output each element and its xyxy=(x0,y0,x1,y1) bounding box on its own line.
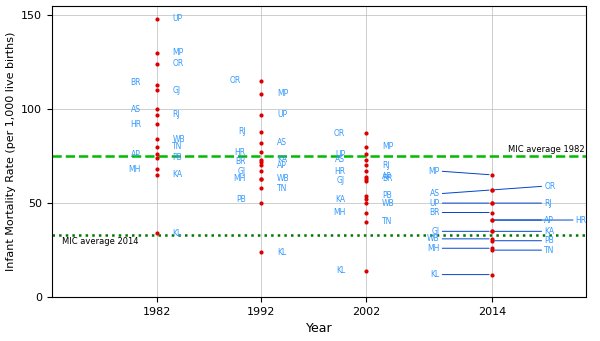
Text: TN: TN xyxy=(277,183,287,193)
Text: PB: PB xyxy=(172,153,182,162)
Text: MH: MH xyxy=(333,208,345,217)
Text: RJ: RJ xyxy=(382,161,389,170)
Text: AS: AS xyxy=(131,105,141,114)
Text: OR: OR xyxy=(229,76,241,85)
X-axis label: Year: Year xyxy=(306,323,332,336)
Text: KA: KA xyxy=(335,195,345,204)
Text: PB: PB xyxy=(544,236,554,245)
Text: MP: MP xyxy=(382,142,393,151)
Text: KA: KA xyxy=(172,170,182,179)
Text: BR: BR xyxy=(429,208,440,217)
Text: UP: UP xyxy=(172,14,182,23)
Text: HR: HR xyxy=(576,216,587,224)
Text: WB: WB xyxy=(427,234,440,243)
Text: HR: HR xyxy=(235,148,245,157)
Text: GJ: GJ xyxy=(337,176,345,185)
Text: MIC average 1982: MIC average 1982 xyxy=(508,145,584,154)
Text: PB: PB xyxy=(382,191,392,200)
Text: HR: HR xyxy=(334,167,345,176)
Text: WB: WB xyxy=(382,198,395,208)
Text: MH: MH xyxy=(427,244,440,253)
Text: RJ: RJ xyxy=(544,198,552,208)
Text: UP: UP xyxy=(277,110,287,119)
Text: RJ: RJ xyxy=(172,110,180,119)
Y-axis label: Infant Mortality Rate (per 1,000 live births): Infant Mortality Rate (per 1,000 live bi… xyxy=(5,32,16,271)
Text: TN: TN xyxy=(172,142,183,151)
Text: OR: OR xyxy=(172,59,184,69)
Text: MIC average 2014: MIC average 2014 xyxy=(62,237,139,246)
Text: PB: PB xyxy=(236,195,245,204)
Text: TN: TN xyxy=(544,246,554,255)
Text: KA: KA xyxy=(544,227,554,236)
Text: GJ: GJ xyxy=(172,86,181,95)
Text: OR: OR xyxy=(544,182,556,191)
Text: AS: AS xyxy=(335,155,345,164)
Text: BR: BR xyxy=(130,78,141,87)
Text: UP: UP xyxy=(430,198,440,208)
Text: MP: MP xyxy=(428,167,440,176)
Text: MP: MP xyxy=(172,48,184,57)
Text: OR: OR xyxy=(334,129,345,138)
Text: MP: MP xyxy=(277,89,289,99)
Text: TN: TN xyxy=(382,218,392,226)
Text: AP: AP xyxy=(277,161,287,170)
Text: AS: AS xyxy=(277,138,287,147)
Text: KL: KL xyxy=(336,266,345,275)
Text: GJ: GJ xyxy=(431,227,440,236)
Text: BR: BR xyxy=(235,157,245,166)
Text: KA: KA xyxy=(277,155,287,164)
Text: KL: KL xyxy=(430,270,440,279)
Text: GJ: GJ xyxy=(238,167,245,176)
Text: WB: WB xyxy=(277,174,290,183)
Text: WB: WB xyxy=(172,135,185,144)
Text: UP: UP xyxy=(335,150,345,159)
Text: KL: KL xyxy=(172,229,182,238)
Text: MH: MH xyxy=(233,174,245,183)
Text: KL: KL xyxy=(277,248,286,256)
Text: BR: BR xyxy=(382,174,392,183)
Text: AP: AP xyxy=(544,216,554,224)
Text: HR: HR xyxy=(130,120,141,129)
Text: RJ: RJ xyxy=(238,127,245,136)
Text: AP: AP xyxy=(131,150,141,159)
Text: AS: AS xyxy=(430,189,440,198)
Text: MH: MH xyxy=(128,165,141,174)
Text: AP: AP xyxy=(382,172,392,181)
